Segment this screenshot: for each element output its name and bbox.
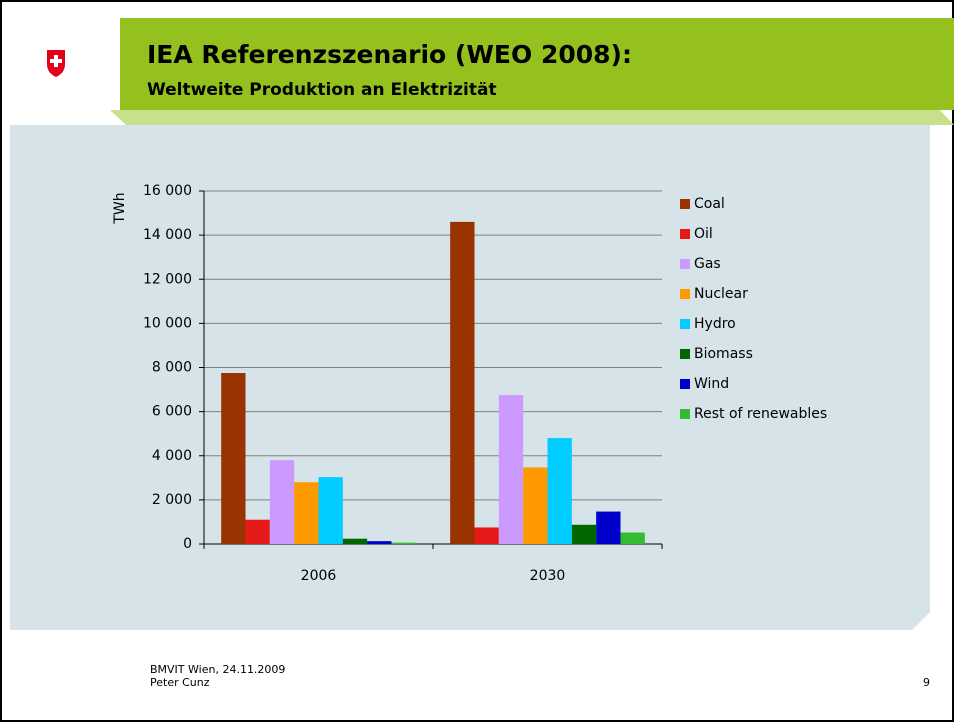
bar [245, 519, 270, 544]
y-tick-label: 14 000 [143, 227, 192, 243]
legend-label: Nuclear [694, 286, 748, 302]
page-number: 9 [923, 676, 930, 689]
bar [294, 482, 319, 544]
bar [367, 541, 392, 544]
y-tick-label: 6 000 [152, 404, 192, 420]
bar [342, 538, 368, 544]
y-tick-label: 4 000 [152, 448, 192, 464]
bar [391, 542, 416, 544]
bar [450, 221, 475, 544]
legend-label: Oil [694, 226, 713, 242]
y-axis-label: TWh [112, 192, 128, 224]
legend-label: Coal [694, 196, 725, 212]
legend-swatch [680, 289, 690, 299]
legend-label: Biomass [694, 346, 753, 362]
bar [474, 527, 499, 544]
header-band [120, 18, 954, 110]
bar [318, 477, 343, 544]
bar [571, 524, 597, 544]
footer-text: Peter Cunz [150, 676, 210, 689]
legend-label: Gas [694, 256, 721, 272]
bar [498, 395, 524, 544]
legend-swatch [680, 349, 690, 359]
bar [596, 511, 621, 544]
y-tick-label: 2 000 [152, 492, 192, 508]
y-tick-label: 8 000 [152, 360, 192, 376]
y-tick-label: 16 000 [143, 183, 192, 199]
x-tick-label: 2030 [530, 568, 566, 584]
x-tick-label: 2006 [301, 568, 337, 584]
swiss-cross [50, 55, 62, 67]
legend-swatch [680, 379, 690, 389]
footer-text: BMVIT Wien, 24.11.2009 [150, 663, 285, 676]
legend-swatch [680, 409, 690, 419]
legend-label: Hydro [694, 316, 736, 332]
legend-swatch [680, 229, 690, 239]
bar [547, 438, 572, 544]
y-tick-label: 10 000 [143, 315, 192, 331]
bar [523, 467, 548, 544]
legend-label: Rest of renewables [694, 406, 827, 422]
legend-swatch [680, 199, 690, 209]
bar [620, 532, 645, 544]
bar [221, 373, 246, 544]
y-tick-label: 12 000 [143, 271, 192, 287]
legend-label: Wind [694, 376, 729, 392]
slide-subtitle: Weltweite Produktion an Elektrizität [147, 80, 497, 100]
legend-swatch [680, 259, 690, 269]
slide-title: IEA Referenzszenario (WEO 2008): [147, 40, 632, 69]
y-tick-label: 0 [183, 536, 192, 552]
bar [269, 460, 295, 544]
legend-swatch [680, 319, 690, 329]
header-strip [110, 110, 954, 125]
